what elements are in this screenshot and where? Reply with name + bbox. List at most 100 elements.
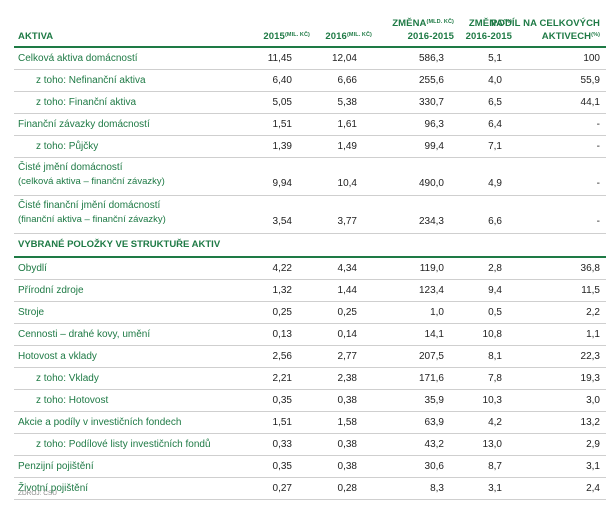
row-value: 119,0 [419, 263, 444, 274]
row-value: 14,1 [424, 329, 444, 340]
source-note: Zdroj: ČSÚ [18, 490, 57, 497]
header-zmena-mld: Změna(mld. Kč) 2016-2015 [392, 18, 454, 42]
table-row: Čisté jmění domácností (celková aktiva – … [14, 158, 606, 196]
row-value: 0,38 [337, 439, 357, 450]
row-value: 234,3 [418, 216, 444, 227]
row-value: 1,0 [430, 307, 444, 318]
table-row: Obydlí 4,22 4,34 119,0 2,8 36,8 [14, 258, 606, 280]
row-value: 5,05 [272, 97, 292, 108]
row-value: 0,38 [337, 395, 357, 406]
row-value: 63,9 [424, 417, 444, 428]
row-value: 3,54 [272, 216, 292, 227]
row-value: 30,6 [424, 461, 444, 472]
row-value: 4,34 [337, 263, 357, 274]
row-value: 6,4 [488, 119, 502, 130]
header-zmena-pct: Změna(%) 2016-2015 [465, 18, 512, 42]
row-value: 0,14 [337, 329, 357, 340]
row-value: 2,38 [337, 373, 357, 384]
table-row: Hotovost a vklady 2,56 2,77 207,5 8,1 22,3 [14, 346, 606, 368]
table-row: Přírodní zdroje 1,32 1,44 123,4 9,4 11,5 [14, 280, 606, 302]
table-row: z toho: Podílové listy investičních fond… [14, 434, 606, 456]
row-value: 3,1 [488, 483, 502, 494]
table-row: Finanční závazky domácností 1,51 1,61 96,3 6… [14, 114, 606, 136]
row-value: 1,58 [337, 417, 357, 428]
table-row: z toho: Finanční aktiva 5,05 5,38 330,7 6,5 4… [14, 92, 606, 114]
section-heading: Vybrané položky ve struktuře aktiv [14, 234, 606, 258]
row-value: 0,25 [272, 307, 292, 318]
row-value: 55,9 [580, 75, 600, 86]
table-row: z toho: Vklady 2,21 2,38 171,6 7,8 19,3 [14, 368, 606, 390]
row-value: 2,8 [488, 263, 502, 274]
row-value: 4,0 [488, 75, 502, 86]
row-value: 5,1 [488, 53, 502, 64]
header-podil: Podíl na celkových aktivech(%) [491, 18, 600, 42]
table-row: z toho: Nefinanční aktiva 6,40 6,66 255,6 4,… [14, 70, 606, 92]
table-row: Cennosti – drahé kovy, umění 0,13 0,14 14,1… [14, 324, 606, 346]
row-value: 1,32 [272, 285, 292, 296]
row-value: 6,5 [488, 97, 502, 108]
row-label: Čisté finanční jmění domácností (finanční… [18, 200, 166, 225]
row-value: 1,51 [272, 119, 292, 130]
row-value: 586,3 [418, 53, 444, 64]
table-header: Aktiva 2015(mil. Kč) 2016(mil. Kč) Změna… [14, 4, 606, 48]
row-value: - [596, 178, 600, 189]
row-value: 2,9 [586, 439, 600, 450]
row-label: z toho: Vklady [36, 373, 99, 384]
table-row: Stroje 0,25 0,25 1,0 0,5 2,2 [14, 302, 606, 324]
row-value: 1,49 [337, 141, 357, 152]
row-value: 123,4 [418, 285, 444, 296]
row-label: z toho: Finanční aktiva [36, 97, 137, 108]
row-label: Stroje [18, 307, 45, 318]
row-value: 10,3 [482, 395, 502, 406]
row-label: Celková aktiva domácností [18, 53, 138, 64]
row-value: 1,51 [272, 417, 292, 428]
row-value: 1,44 [337, 285, 357, 296]
row-value: 3,77 [337, 216, 357, 227]
row-value: 2,77 [337, 351, 357, 362]
row-value: 207,5 [418, 351, 444, 362]
row-value: 2,21 [272, 373, 292, 384]
row-value: 4,2 [488, 417, 502, 428]
row-value: 3,0 [586, 395, 600, 406]
table-row: Akcie a podíly v investičních fondech 1,5… [14, 412, 606, 434]
row-value: 11,5 [581, 285, 600, 296]
row-value: 22,3 [580, 351, 600, 362]
row-value: 13,2 [580, 417, 600, 428]
row-value: 0,35 [272, 395, 292, 406]
table-row: Penzijní pojištění 0,35 0,38 30,6 8,7 3,1 [14, 456, 606, 478]
row-value: - [596, 141, 600, 152]
row-value: 0,13 [272, 329, 292, 340]
row-value: 100 [583, 53, 600, 64]
row-value: 490,0 [418, 178, 444, 189]
row-value: 11,45 [267, 53, 292, 64]
row-value: 35,9 [424, 395, 444, 406]
row-value: 13,0 [482, 439, 502, 450]
row-value: 2,2 [586, 307, 600, 318]
row-label: z toho: Půjčky [36, 141, 99, 152]
row-value: 4,22 [272, 263, 292, 274]
row-note: (finanční aktiva – finanční závazky) [18, 214, 166, 225]
row-value: 1,39 [272, 141, 292, 152]
row-value: 43,2 [424, 439, 444, 450]
row-label: Finanční závazky domácností [18, 119, 150, 130]
row-value: 96,3 [424, 119, 444, 130]
row-value: - [596, 119, 600, 130]
row-value: 99,4 [424, 141, 444, 152]
row-value: 0,38 [337, 461, 357, 472]
row-value: 1,61 [337, 119, 357, 130]
table-row: Životní pojištění 0,27 0,28 8,3 3,1 2,4 [14, 478, 606, 500]
row-label: Penzijní pojištění [18, 461, 94, 472]
row-value: 4,9 [488, 178, 502, 189]
row-value: 12,04 [331, 53, 357, 64]
row-value: 3,1 [586, 461, 600, 472]
row-label: z toho: Nefinanční aktiva [36, 75, 146, 86]
row-label: Akcie a podíly v investičních fondech [18, 417, 182, 428]
header-aktiva: Aktiva [18, 31, 54, 42]
section-title: Vybrané položky ve struktuře aktiv [18, 239, 221, 250]
row-label: Hotovost a vklady [18, 351, 97, 362]
row-value: 1,1 [586, 329, 600, 340]
row-value: 0,5 [488, 307, 502, 318]
row-value: 0,35 [272, 461, 292, 472]
row-value: 6,66 [337, 75, 357, 86]
row-label: Cennosti – drahé kovy, umění [18, 329, 151, 340]
